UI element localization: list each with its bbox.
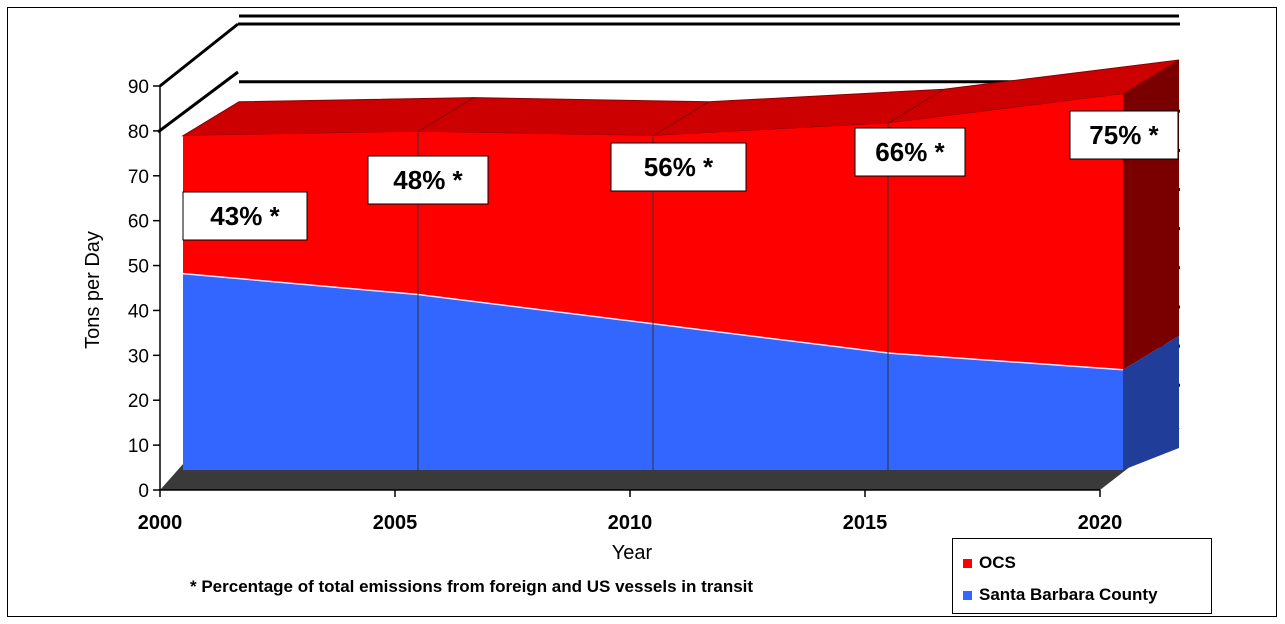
cap-divider-line	[887, 88, 945, 124]
annotation-box: 66% *	[854, 127, 966, 177]
annotation-rect	[182, 191, 308, 241]
y-tick-label: 40	[128, 301, 149, 322]
annotation-label: 75% *	[1089, 120, 1159, 150]
annotation-label: 48% *	[393, 165, 463, 195]
y-tick-label: 0	[138, 481, 149, 502]
x-tick-label: 2000	[138, 512, 183, 534]
x-tick-label: 2015	[843, 512, 888, 534]
annotation-label: 66% *	[875, 137, 945, 167]
annotation-rect	[854, 127, 966, 177]
legend-swatch-sbc	[963, 591, 972, 601]
legend-item-ocs: OCS	[963, 553, 1016, 573]
x-tick-label: 2020	[1078, 512, 1123, 534]
x-tick-label: 2010	[608, 512, 653, 534]
x-tick-label: 2005	[373, 512, 418, 534]
footnote: * Percentage of total emissions from for…	[190, 577, 754, 596]
y-tick-label: 60	[128, 212, 149, 233]
annotation-box: 43% *	[182, 191, 308, 241]
y-tick-label: 90	[128, 77, 149, 98]
cap-divider-line	[652, 101, 710, 137]
x-axis-title: Year	[612, 542, 653, 564]
y-axis-title: Tons per Day	[82, 231, 104, 349]
legend-item-sbc: Santa Barbara County	[963, 585, 1158, 605]
cap-divider-line	[417, 97, 475, 133]
y-tick-label: 10	[128, 436, 149, 457]
y-tick-label: 80	[128, 122, 149, 143]
annotation-box: 75% *	[1069, 110, 1179, 160]
annotation-label: 56% *	[644, 152, 714, 182]
legend: OCS Santa Barbara County	[952, 538, 1212, 614]
annotation-rect	[610, 142, 747, 192]
back-wall-edge	[157, 70, 239, 134]
ocs-side-face	[1123, 60, 1179, 370]
annotation-rect	[1069, 110, 1179, 160]
legend-label-sbc: Santa Barbara County	[979, 585, 1158, 604]
legend-swatch-ocs	[963, 559, 972, 569]
chart-frame	[7, 7, 1277, 617]
y-tick-label: 70	[128, 167, 149, 188]
annotation-box: 56% *	[610, 142, 747, 192]
annotation-box: 48% *	[367, 155, 489, 205]
y-tick-label: 20	[128, 391, 149, 412]
back-wall-edge	[159, 22, 239, 88]
legend-label-ocs: OCS	[979, 553, 1016, 572]
annotation-label: 43% *	[210, 201, 280, 231]
annotation-rect	[367, 155, 489, 205]
sbc-side-face	[1123, 335, 1179, 470]
y-tick-label: 30	[128, 346, 149, 367]
y-tick-label: 50	[128, 257, 149, 278]
